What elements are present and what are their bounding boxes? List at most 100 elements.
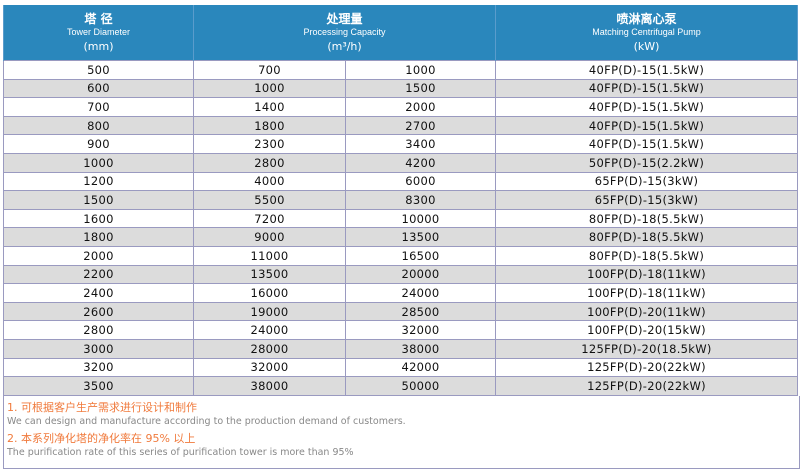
table-row: 600 1000 1500 40FP(D)-15(1.5kW) xyxy=(3,78,799,99)
table-cell: 700 xyxy=(193,60,346,80)
header-diameter: 塔 径 Tower Diameter (mm) xyxy=(3,5,194,61)
table-row: 1000 2800 4200 50FP(D)-15(2.2kW) xyxy=(3,152,799,173)
table-cell: 2000 xyxy=(344,97,497,117)
table-cell: 40FP(D)-15(1.5kW) xyxy=(495,115,799,136)
table-cell: 125FP(D)-20(22kW) xyxy=(495,376,799,396)
table-row: 2600 19000 28500 100FP(D)-20(11kW) xyxy=(3,301,799,322)
table-cell: 500 xyxy=(3,60,194,80)
table-cell: 1200 xyxy=(3,171,194,192)
header-cn: 处理量 xyxy=(326,11,363,26)
table-cell: 100FP(D)-20(15kW) xyxy=(495,320,799,340)
spec-table: 塔 径 Tower Diameter (mm) 处理量 Processing Capa… xyxy=(3,5,799,396)
table-cell: 9000 xyxy=(193,227,346,247)
header-en: Tower Diameter xyxy=(66,26,131,37)
table-cell: 2700 xyxy=(344,115,497,136)
table-cell: 100FP(D)-18(11kW) xyxy=(495,283,799,303)
table-cell: 6000 xyxy=(344,171,497,192)
table-cell: 100FP(D)-20(11kW) xyxy=(495,301,799,322)
table-cell: 2400 xyxy=(3,283,194,303)
table-cell: 900 xyxy=(3,134,194,154)
table-cell: 3000 xyxy=(3,338,194,359)
header-en: Matching Centrifugal Pump xyxy=(592,26,701,37)
table-cell: 1800 xyxy=(193,115,346,136)
table-cell: 32000 xyxy=(193,357,346,378)
table-cell: 1600 xyxy=(3,208,194,229)
table-cell: 28000 xyxy=(193,338,346,359)
table-cell: 1000 xyxy=(3,152,194,173)
note-cn: 2. 本系列净化塔的净化率在 95% 以上 xyxy=(7,431,196,445)
table-cell: 38000 xyxy=(193,376,346,396)
table-cell: 3500 xyxy=(3,376,194,396)
table-cell: 2800 xyxy=(3,320,194,340)
note-cn: 1. 可根据客户生产需求进行设计和制作 xyxy=(7,400,197,414)
table-row: 3000 28000 38000 125FP(D)-20(18.5kW) xyxy=(3,338,799,359)
table-cell: 13500 xyxy=(193,264,346,285)
table-cell: 5500 xyxy=(193,190,346,210)
table-cell: 28500 xyxy=(344,301,497,322)
table-cell: 19000 xyxy=(193,301,346,322)
table-cell: 3400 xyxy=(344,134,497,154)
table-cell: 8300 xyxy=(344,190,497,210)
table-cell: 20000 xyxy=(344,264,497,285)
table-cell: 50FP(D)-15(2.2kW) xyxy=(495,152,799,173)
table-cell: 2200 xyxy=(3,264,194,285)
table-cell: 600 xyxy=(3,78,194,99)
table-cell: 700 xyxy=(3,97,194,117)
header-unit: (mm) xyxy=(83,39,114,53)
table-row: 3200 32000 42000 125FP(D)-20(22kW) xyxy=(3,357,799,378)
table-cell: 65FP(D)-15(3kW) xyxy=(495,190,799,210)
spec-table-container: 塔 径 Tower Diameter (mm) 处理量 Processing Capa… xyxy=(3,5,800,469)
table-cell: 40FP(D)-15(1.5kW) xyxy=(495,134,799,154)
table-row: 2200 13500 20000 100FP(D)-18(11kW) xyxy=(3,264,799,285)
table-cell: 32000 xyxy=(344,320,497,340)
header-unit: (m³/h) xyxy=(327,39,362,53)
table-cell: 2600 xyxy=(3,301,194,322)
table-cell: 38000 xyxy=(344,338,497,359)
table-cell: 24000 xyxy=(193,320,346,340)
note-en: The purification rate of this series of … xyxy=(7,446,354,458)
table-cell: 100FP(D)-18(11kW) xyxy=(495,264,799,285)
table-cell: 4000 xyxy=(193,171,346,192)
table-cell: 50000 xyxy=(344,376,497,396)
table-header: 塔 径 Tower Diameter (mm) 处理量 Processing Capa… xyxy=(3,5,799,61)
table-row: 2400 16000 24000 100FP(D)-18(11kW) xyxy=(3,283,799,303)
table-cell: 40FP(D)-15(1.5kW) xyxy=(495,60,799,80)
notes: 1. 可根据客户生产需求进行设计和制作 We can design and ma… xyxy=(3,395,800,469)
table-cell: 80FP(D)-18(5.5kW) xyxy=(495,245,799,266)
table-cell: 40FP(D)-15(1.5kW) xyxy=(495,78,799,99)
header-pump: 喷淋离心泵 Matching Centrifugal Pump (kW) xyxy=(495,5,799,61)
table-row: 1800 9000 13500 80FP(D)-18(5.5kW) xyxy=(3,227,799,247)
table-cell: 3200 xyxy=(3,357,194,378)
table-cell: 80FP(D)-18(5.5kW) xyxy=(495,227,799,247)
table-row: 700 1400 2000 40FP(D)-15(1.5kW) xyxy=(3,97,799,117)
table-row: 1500 5500 8300 65FP(D)-15(3kW) xyxy=(3,190,799,210)
table-cell: 1800 xyxy=(3,227,194,247)
table-cell: 4200 xyxy=(344,152,497,173)
table-row: 1200 4000 6000 65FP(D)-15(3kW) xyxy=(3,171,799,192)
table-cell: 7200 xyxy=(193,208,346,229)
table-cell: 800 xyxy=(3,115,194,136)
table-cell: 65FP(D)-15(3kW) xyxy=(495,171,799,192)
table-cell: 2800 xyxy=(193,152,346,173)
table-cell: 13500 xyxy=(344,227,497,247)
table-row: 900 2300 3400 40FP(D)-15(1.5kW) xyxy=(3,134,799,154)
header-cn: 喷淋离心泵 xyxy=(616,11,677,26)
table-row: 2800 24000 32000 100FP(D)-20(15kW) xyxy=(3,320,799,340)
note-en: We can design and manufacture according … xyxy=(7,415,406,427)
table-cell: 125FP(D)-20(22kW) xyxy=(495,357,799,378)
table-cell: 1500 xyxy=(344,78,497,99)
table-cell: 2000 xyxy=(3,245,194,266)
table-row: 800 1800 2700 40FP(D)-15(1.5kW) xyxy=(3,115,799,136)
table-cell: 11000 xyxy=(193,245,346,266)
table-cell: 1000 xyxy=(344,60,497,80)
header-en: Processing Capacity xyxy=(303,26,386,37)
table-cell: 1000 xyxy=(193,78,346,99)
table-row: 3500 38000 50000 125FP(D)-20(22kW) xyxy=(3,376,799,396)
table-cell: 125FP(D)-20(18.5kW) xyxy=(495,338,799,359)
table-cell: 1500 xyxy=(3,190,194,210)
table-row: 2000 11000 16500 80FP(D)-18(5.5kW) xyxy=(3,245,799,266)
table-cell: 1400 xyxy=(193,97,346,117)
table-row: 500 700 1000 40FP(D)-15(1.5kW) xyxy=(3,60,799,80)
table-cell: 24000 xyxy=(344,283,497,303)
table-cell: 10000 xyxy=(344,208,497,229)
